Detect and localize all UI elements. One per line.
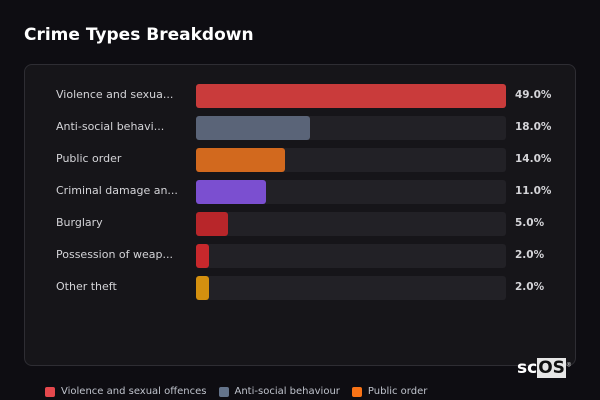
logo-box: OS [537,358,566,378]
bar [196,84,506,108]
bar-row: Anti-social behavi... 18.0% [25,116,575,140]
legend-label: Public order [367,386,428,397]
bar-label: Public order [56,152,122,165]
bar [196,148,285,172]
bar-label: Other theft [56,280,117,293]
bar-row: Other theft 2.0% [25,276,575,300]
bar-track [196,244,506,268]
bar [196,116,310,140]
bar [196,276,209,300]
bar-label: Burglary [56,216,103,229]
legend-swatch [218,386,229,397]
logo: scOS® [517,358,572,378]
value-label: 14.0% [515,153,552,165]
value-label: 18.0% [515,121,552,133]
value-label: 2.0% [515,249,545,261]
bar-row: Criminal damage an... 11.0% [25,180,575,204]
value-label: 5.0% [515,217,545,229]
registered-mark: ® [565,361,572,369]
value-label: 11.0% [515,185,552,197]
legend: Violence and sexual offences Anti-social … [45,386,427,397]
bar-track [196,116,506,140]
legend-swatch [45,386,55,397]
chart-card: Violence and sexua... 49.0% Anti-social b… [24,64,576,366]
legend-swatch [351,386,362,397]
logo-text: sc [517,358,538,378]
chart-title: Crime Types Breakdown [24,25,254,45]
bar [196,212,228,236]
bar-label: Possession of weap... [56,248,173,261]
bar-track [196,148,506,172]
bar-track [196,212,506,236]
bar-label: Criminal damage an... [56,184,178,197]
legend-item: Public order [351,386,428,397]
bar-row: Burglary 5.0% [25,212,575,236]
bar [196,180,266,204]
bar-row: Public order 14.0% [25,148,575,172]
value-label: 2.0% [515,281,545,293]
bar-row: Possession of weap... 2.0% [25,244,575,268]
bar-label: Anti-social behavi... [56,120,165,133]
legend-label: Violence and sexual offences [61,386,207,397]
value-label: 49.0% [515,89,552,101]
legend-item: Violence and sexual offences [45,386,207,397]
bar-label: Violence and sexua... [56,88,174,101]
legend-item: Anti-social behaviour [218,386,340,397]
bar-track [196,276,506,300]
legend-label: Anti-social behaviour [234,386,340,397]
bar [196,244,209,268]
bar-track [196,84,506,108]
bar-track [196,180,506,204]
bar-row: Violence and sexua... 49.0% [25,84,575,108]
